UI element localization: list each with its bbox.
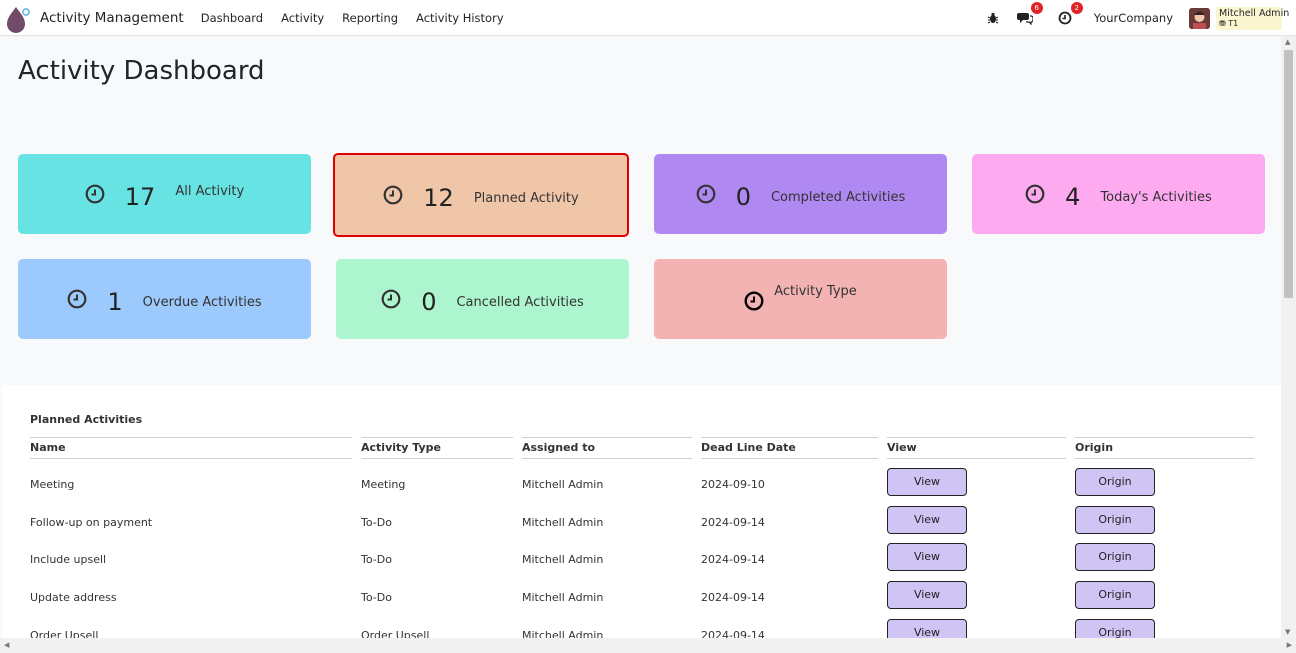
- cell-deadline: 2024-09-10: [701, 478, 765, 491]
- cell-activity-type: To-Do: [361, 516, 392, 529]
- card-label: Cancelled Activities: [456, 294, 584, 310]
- cell-assigned-to: Mitchell Admin: [522, 591, 604, 604]
- user-name: Mitchell Admin: [1219, 7, 1290, 19]
- scroll-left-arrow-icon[interactable]: ◀: [4, 641, 10, 649]
- table-row: Meeting Meeting Mitchell Admin 2024-09-1…: [2, 466, 1281, 504]
- cell-name: Meeting: [30, 478, 75, 491]
- col-header-activity-type: Activity Type: [361, 437, 513, 459]
- card-label: Activity Type: [774, 283, 857, 299]
- origin-button[interactable]: Origin: [1075, 468, 1155, 496]
- clock-icon: [85, 184, 105, 204]
- table-title: Planned Activities: [30, 413, 143, 426]
- card-all-activity[interactable]: 17 All Activity: [18, 154, 311, 234]
- activities-badge: 2: [1070, 2, 1083, 14]
- vertical-scrollbar-thumb[interactable]: [1284, 50, 1293, 298]
- card-overdue-activities[interactable]: 1 Overdue Activities: [18, 259, 311, 339]
- card-cancelled-activities[interactable]: 0 Cancelled Activities: [336, 259, 629, 339]
- menu-activity[interactable]: Activity: [281, 10, 325, 25]
- avatar: [1189, 7, 1210, 29]
- cell-deadline: 2024-09-14: [701, 553, 765, 566]
- company-switcher[interactable]: YourCompany: [1093, 11, 1173, 25]
- card-label: Completed Activities: [770, 189, 906, 205]
- card-label: Today's Activities: [1100, 189, 1212, 205]
- card-count: 0: [735, 183, 751, 211]
- col-header-assigned-to: Assigned to: [522, 437, 692, 459]
- cell-assigned-to: Mitchell Admin: [522, 516, 604, 529]
- clock-icon: [1025, 184, 1045, 204]
- cell-name: Follow-up on payment: [30, 516, 153, 529]
- col-header-deadline: Dead Line Date: [701, 437, 878, 459]
- view-button[interactable]: View: [887, 543, 967, 571]
- user-menu[interactable]: Mitchell Admin ⛃ T1: [1189, 6, 1290, 30]
- activity-clock-icon[interactable]: 2: [1056, 2, 1083, 27]
- table-row: Follow-up on payment To-Do Mitchell Admi…: [2, 504, 1281, 542]
- col-header-view: View: [887, 437, 1066, 459]
- menu-dashboard[interactable]: Dashboard: [200, 10, 264, 25]
- cell-name: Update address: [30, 591, 117, 604]
- menu-reporting[interactable]: Reporting: [342, 10, 399, 25]
- menu-activity-history[interactable]: Activity History: [416, 10, 504, 25]
- cell-activity-type: Meeting: [361, 478, 406, 491]
- navbar-systray: 6 2 YourCompany Mitchell Admin: [970, 0, 1290, 36]
- view-button[interactable]: View: [887, 468, 967, 496]
- origin-button[interactable]: Origin: [1075, 506, 1155, 534]
- clock-icon: [381, 289, 401, 309]
- cell-activity-type: To-Do: [361, 553, 392, 566]
- card-count: 4: [1065, 183, 1081, 211]
- messages-icon[interactable]: 6: [1016, 2, 1043, 27]
- clock-icon: [696, 184, 716, 204]
- cell-deadline: 2024-09-14: [701, 591, 765, 604]
- cell-deadline: 2024-09-14: [701, 516, 765, 529]
- card-label: Overdue Activities: [142, 294, 262, 310]
- origin-button[interactable]: Origin: [1075, 581, 1155, 609]
- card-completed-activities[interactable]: 0 Completed Activities: [654, 154, 947, 234]
- card-planned-activity[interactable]: 12 Planned Activity: [333, 153, 629, 237]
- col-header-origin: Origin: [1075, 437, 1254, 459]
- view-button[interactable]: View: [887, 506, 967, 534]
- scroll-right-arrow-icon[interactable]: ▶: [1286, 641, 1292, 649]
- top-navbar: Activity Management Dashboard Activity R…: [0, 0, 1296, 36]
- cell-activity-type: To-Do: [361, 591, 392, 604]
- clock-icon: [67, 289, 87, 309]
- planned-activities-panel: Planned Activities Name Activity Type As…: [2, 385, 1281, 647]
- card-label: All Activity: [175, 183, 245, 199]
- scroll-down-arrow-icon[interactable]: ▼: [1285, 628, 1291, 636]
- card-todays-activities[interactable]: 4 Today's Activities: [972, 154, 1265, 234]
- card-count: 12: [423, 184, 454, 212]
- page-title: Activity Dashboard: [18, 56, 265, 86]
- cell-name: Include upsell: [30, 553, 107, 566]
- vertical-scrollbar[interactable]: ▲ ▼: [1281, 36, 1296, 638]
- user-info: Mitchell Admin ⛃ T1: [1216, 6, 1290, 30]
- app-logo-icon[interactable]: [4, 4, 32, 33]
- table-row: Update address To-Do Mitchell Admin 2024…: [2, 579, 1281, 617]
- card-count: 1: [107, 288, 123, 316]
- database-name: T1: [1228, 18, 1239, 28]
- card-activity-type[interactable]: Activity Type: [654, 259, 947, 339]
- bug-icon[interactable]: [984, 9, 1002, 27]
- messages-badge: 6: [1030, 2, 1043, 14]
- clock-icon: [744, 291, 764, 311]
- app-name[interactable]: Activity Management: [40, 9, 184, 26]
- cell-assigned-to: Mitchell Admin: [522, 478, 604, 491]
- card-count: 0: [421, 288, 437, 316]
- database-icon: ⛃: [1219, 18, 1226, 28]
- horizontal-scrollbar[interactable]: ◀ ▶: [0, 638, 1296, 653]
- col-header-name: Name: [30, 437, 352, 459]
- view-button[interactable]: View: [887, 581, 967, 609]
- database-label: ⛃ T1: [1219, 19, 1279, 29]
- origin-button[interactable]: Origin: [1075, 543, 1155, 571]
- scroll-up-arrow-icon[interactable]: ▲: [1285, 38, 1291, 46]
- clock-icon: [383, 185, 403, 205]
- cell-assigned-to: Mitchell Admin: [522, 553, 604, 566]
- card-label: Planned Activity: [473, 190, 579, 206]
- table-row: Include upsell To-Do Mitchell Admin 2024…: [2, 541, 1281, 579]
- card-count: 17: [124, 183, 156, 211]
